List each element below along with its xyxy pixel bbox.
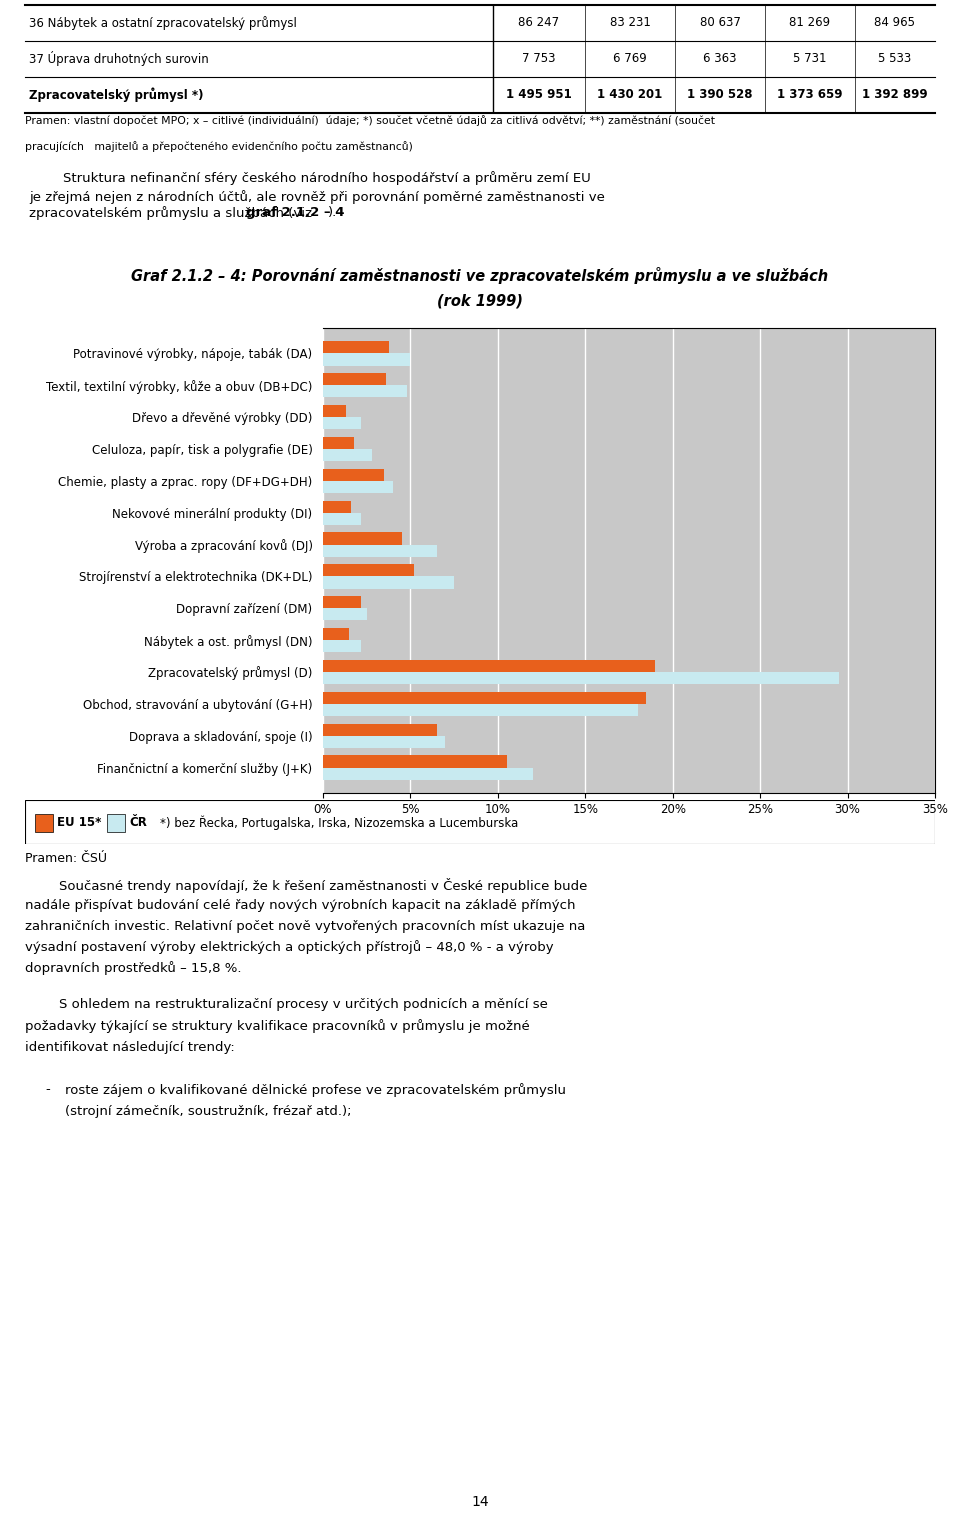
Text: S ohledem na restrukturalizační procesy v určitých podnicích a měnící se: S ohledem na restrukturalizační procesy … [25,998,548,1011]
Bar [323,373,386,385]
Text: graf 2.1.2 – 4: graf 2.1.2 – 4 [247,207,345,219]
Text: 5 533: 5 533 [878,53,912,65]
Text: Zpracovatelský průmysl *): Zpracovatelský průmysl *) [29,88,204,102]
Bar [323,417,362,429]
Bar [323,672,839,684]
Text: identifikovat následující trendy:: identifikovat následující trendy: [25,1040,235,1054]
Bar [323,704,637,716]
Text: 1 392 899: 1 392 899 [862,88,927,102]
Bar [323,768,533,780]
Bar [323,596,362,608]
Text: -: - [45,1083,50,1097]
Bar [323,353,411,365]
Bar [323,640,362,653]
Bar [323,405,346,417]
Text: 1 390 528: 1 390 528 [687,88,753,102]
Bar [323,660,656,672]
Text: je zřejmá nejen z národních účtů, ale rovněž při porovnání poměrné zaměstnanosti: je zřejmá nejen z národních účtů, ale ro… [29,190,605,204]
Text: ).: ). [327,207,337,219]
Text: 1 430 201: 1 430 201 [597,88,662,102]
Bar [323,692,646,704]
Text: 36 Nábytek a ostatní zpracovatelský průmysl: 36 Nábytek a ostatní zpracovatelský prům… [29,17,297,30]
Text: 1 373 659: 1 373 659 [778,88,843,102]
Text: nadále přispívat budování celé řady nových výrobních kapacit na základě přímých: nadále přispívat budování celé řady nový… [25,899,575,911]
Text: 37 Úprava druhotných surovin: 37 Úprava druhotných surovin [29,52,208,67]
Text: 5 731: 5 731 [793,53,827,65]
Bar [323,449,372,461]
Text: 1 495 951: 1 495 951 [506,88,572,102]
Text: 80 637: 80 637 [700,17,740,29]
Bar [323,628,349,640]
Bar [323,545,437,557]
Text: pracujících   majitelů a přepočteného evidenčního počtu zaměstnanců): pracujících majitelů a přepočteného evid… [25,141,413,152]
Bar [323,437,354,449]
Bar [323,468,384,481]
Bar [323,513,362,525]
Bar [323,736,445,748]
Text: požadavky týkající se struktury kvalifikace pracovníků v průmyslu je možné: požadavky týkající se struktury kvalifik… [25,1019,530,1033]
Bar [323,341,390,353]
Text: Pramen: ČSÚ: Pramen: ČSÚ [25,852,107,865]
Bar [35,814,53,832]
Text: ČR: ČR [129,817,147,829]
Text: Graf 2.1.2 – 4: Porovnání zaměstnanosti ve zpracovatelském průmyslu a ve službác: Graf 2.1.2 – 4: Porovnání zaměstnanosti … [132,268,828,284]
Text: výsadní postavení výroby elektrických a optických přístrojů – 48,0 % - a výroby: výsadní postavení výroby elektrických a … [25,940,554,954]
Bar [323,564,414,576]
Text: 83 231: 83 231 [610,17,651,29]
Bar [323,532,401,545]
Text: 84 965: 84 965 [875,17,916,29]
Bar [323,500,351,513]
Bar [323,385,407,397]
Text: 6 769: 6 769 [613,53,647,65]
Text: roste zájem o kvalifikované dělnické profese ve zpracovatelském průmyslu: roste zájem o kvalifikované dělnické pro… [65,1083,566,1097]
Text: EU 15*: EU 15* [57,817,102,829]
Text: 6 363: 6 363 [704,53,736,65]
Text: 81 269: 81 269 [789,17,830,29]
Text: Pramen: vlastní dopočet MPO; x – citlivé (individuální)  údaje; *) součet včetně: Pramen: vlastní dopočet MPO; x – citlivé… [25,116,715,126]
Text: *) bez Řecka, Portugalska, Irska, Nizozemska a Lucemburska: *) bez Řecka, Portugalska, Irska, Nizoze… [160,815,518,830]
Bar [107,814,125,832]
Text: (strojní zámečník, soustružník, frézař atd.);: (strojní zámečník, soustružník, frézař a… [65,1104,351,1118]
Text: 86 247: 86 247 [518,17,560,29]
Bar [323,576,454,589]
Bar [323,481,393,493]
Text: Současné trendy napovídají, že k řešení zaměstnanosti v České republice bude: Současné trendy napovídají, že k řešení … [25,878,588,893]
Bar [323,608,367,621]
Bar [323,756,507,768]
Text: 14: 14 [471,1495,489,1509]
Text: dopravních prostředků – 15,8 %.: dopravních prostředků – 15,8 %. [25,961,242,975]
Text: 7 753: 7 753 [522,53,556,65]
Text: zahraničních investic. Relativní počet nově vytvořených pracovních míst ukazuje : zahraničních investic. Relativní počet n… [25,920,586,932]
Text: Struktura nefinanční sféry českého národního hospodářství a průměru zemí EU: Struktura nefinanční sféry českého národ… [29,170,590,184]
Text: (rok 1999): (rok 1999) [437,294,523,309]
Text: zpracovatelském průmyslu a službách (viz: zpracovatelském průmyslu a službách (viz [29,205,316,221]
Bar [323,724,437,736]
